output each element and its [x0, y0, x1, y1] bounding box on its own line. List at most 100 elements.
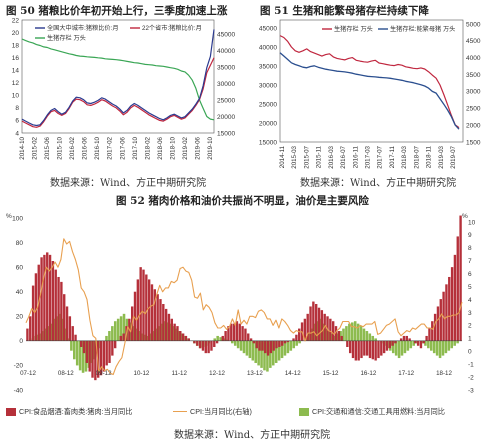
fig52-pork-bar: [145, 274, 148, 341]
fig52-legend: CPI:食品烟酒:畜肉类:猪肉:当月同比 CPI:当月同比(右轴) CPI:交通…: [6, 406, 496, 418]
fig52-fuel-bar: [274, 340, 278, 363]
fig51-x-axis-tick-10: 2018-03: [401, 145, 408, 168]
fig52-pork-bar: [414, 340, 417, 344]
fig52-pork-bar: [221, 335, 224, 341]
fig52-right-axis-tick-6: 4: [468, 297, 472, 304]
fig52-pork-bar: [419, 340, 423, 349]
fig50-right-axis-tick-4: 25000: [217, 97, 235, 104]
fig50-x-axis-tick-1: 2015-02: [32, 136, 39, 159]
fig52-pork-bar: [315, 304, 318, 341]
fig50-plot-frame: [21, 19, 215, 134]
fig52-fuel-bar: [421, 340, 424, 344]
fig52-x-axis-tick-9: 16-12: [360, 370, 376, 377]
fig50-x-axis: 2014-10 2015-02 2015-06 2015-10 2016-02 2016-…: [19, 136, 214, 159]
fig52-pork-bar: [433, 313, 437, 341]
fig52-fuel-bar: [400, 340, 404, 356]
fig51-source: 数据来源：Wind、方正中期研究院: [300, 178, 457, 189]
fig52-left-axis-tick-1: 80: [16, 240, 24, 247]
fig52-pork-bar: [156, 294, 159, 341]
fig52-pork-bar: [377, 340, 380, 359]
fig52-fuel-bar: [362, 328, 366, 341]
fig50-x-axis-tick-3: 2015-10: [57, 136, 64, 159]
fig52-pork-bar: [31, 285, 35, 341]
fig50-left-axis-tick-9: 4: [15, 130, 19, 137]
fig52-left-axis-tick-3: 40: [16, 289, 24, 296]
fig52-fuel-bar: [333, 335, 336, 341]
fig52-legend-label-0: CPI:食品烟酒:畜肉类:猪肉:当月同比: [19, 407, 133, 416]
fig52-fuel-bar: [245, 340, 249, 356]
fig52-pork-bar: [111, 340, 114, 356]
fig52-pork-bar: [113, 340, 117, 349]
fig51-series: [279, 35, 460, 130]
fig52-pork-bar: [201, 340, 205, 351]
fig52-fuel-bar: [122, 313, 126, 341]
fig50-left-axis-tick-8: 6: [15, 118, 19, 125]
fig52-fuel-bar: [236, 340, 240, 349]
fig50-left-axis-tick-3: 16: [12, 55, 20, 62]
fig52-pork-bar: [173, 323, 176, 341]
fig51-right-axis-tick-1: 4500: [466, 38, 481, 45]
fig52-fuel-bar: [348, 323, 351, 341]
fig52-pork-bar: [82, 340, 86, 354]
fig52-fuel-bar: [456, 340, 459, 344]
fig52-x-axis-tick-10: 17-12: [398, 370, 414, 377]
fig52-fuel-bar: [365, 331, 369, 341]
fig51-left-axis-tick-5: 20000: [259, 120, 277, 127]
fig52-fuel-bar: [152, 331, 155, 341]
fig52-pork-bar: [272, 340, 275, 351]
fig52-fuel-bar: [216, 335, 219, 341]
fig52-pork-bar: [238, 323, 241, 341]
fig52-pork-bar: [365, 340, 369, 356]
fig52-right-axis-tick-10: 0: [468, 349, 472, 356]
fig50-x-axis-tick-11: 2018-06: [157, 136, 164, 159]
fig50-right-axis-tick-1: 40000: [217, 48, 235, 55]
fig52-fuel-bar: [409, 340, 413, 349]
fig52-pork-bar: [360, 340, 363, 359]
fig52-pork-bar: [198, 340, 202, 349]
fig52-fuel-bar: [292, 340, 296, 349]
fig52-pork-bar: [48, 254, 52, 341]
fig50-x-axis-tick-14: 2019-06: [194, 136, 201, 159]
fig52-pork-bar: [164, 308, 168, 341]
fig52-pork-bar: [142, 269, 145, 341]
fig52-cpi-line: [25, 238, 463, 376]
fig52-pork-bar: [317, 307, 321, 341]
fig52-fuel-bar: [286, 340, 290, 354]
fig52-fuel-bar: [263, 340, 266, 371]
fig52-fuel-bar: [298, 340, 301, 344]
fig51-x-axis-tick-1: 2015-03: [291, 145, 298, 168]
fig51-x-axis-tick-8: 2017-07: [377, 145, 384, 168]
fig52-x-axis-tick-1: 08-12: [58, 370, 74, 377]
fig52-pork-bar: [255, 340, 258, 349]
fig51-x-axis: 2014-11 2015-03 2015-07 2015-11 2016-03 2016-…: [279, 145, 457, 168]
fig52-pork-bar: [303, 318, 307, 341]
fig52-pork-bar: [450, 267, 454, 341]
fig52-fuel-bar: [415, 340, 418, 344]
fig52-fuel-bar: [78, 340, 82, 371]
fig50-series: [21, 29, 215, 128]
fig51-series-hog-inventory: [279, 35, 460, 129]
fig52-pork-bar: [210, 340, 213, 351]
fig52-x-axis: 07-12 08-12 09-12 10-12 11-12 12-12 13-12 14-12…: [20, 370, 452, 377]
fig52-pork-bar: [193, 340, 196, 344]
fig52-x-axis-tick-4: 11-12: [172, 370, 188, 377]
fig51-right-axis-tick-4: 3000: [466, 89, 481, 96]
fig52-pork-bar: [63, 294, 66, 341]
fig52-fuel-bar: [342, 328, 345, 341]
fig52-pork-bar: [346, 340, 349, 347]
fig52-pork-bar: [179, 331, 182, 341]
fig51-x-axis-tick-5: 2016-07: [340, 145, 347, 168]
fig52-left-axis-tick-7: -40: [14, 387, 24, 394]
fig52-fuel-bar: [266, 340, 269, 372]
fig52-pork-bar: [261, 340, 264, 351]
fig50-x-axis-tick-6: 2016-10: [94, 136, 101, 159]
fig51-legend: 生猪存栏 万头 生猪存栏:能繁母猪 万头: [322, 25, 455, 33]
fig52-pork-bar: [312, 301, 315, 341]
fig51-panel: 图 51 生猪和能繁母猪存栏持续下降 45000 40000 35000 30000 2…: [250, 0, 500, 190]
fig52-fuel-bar: [231, 340, 234, 344]
fig52-pork-bar: [348, 340, 352, 354]
fig51-x-axis-tick-14: 2019-07: [450, 145, 457, 168]
fig51-right-axis-tick-2: 4000: [466, 55, 481, 62]
fig52-fuel-bar: [157, 326, 161, 341]
fig52-fuel-bar: [154, 328, 158, 341]
